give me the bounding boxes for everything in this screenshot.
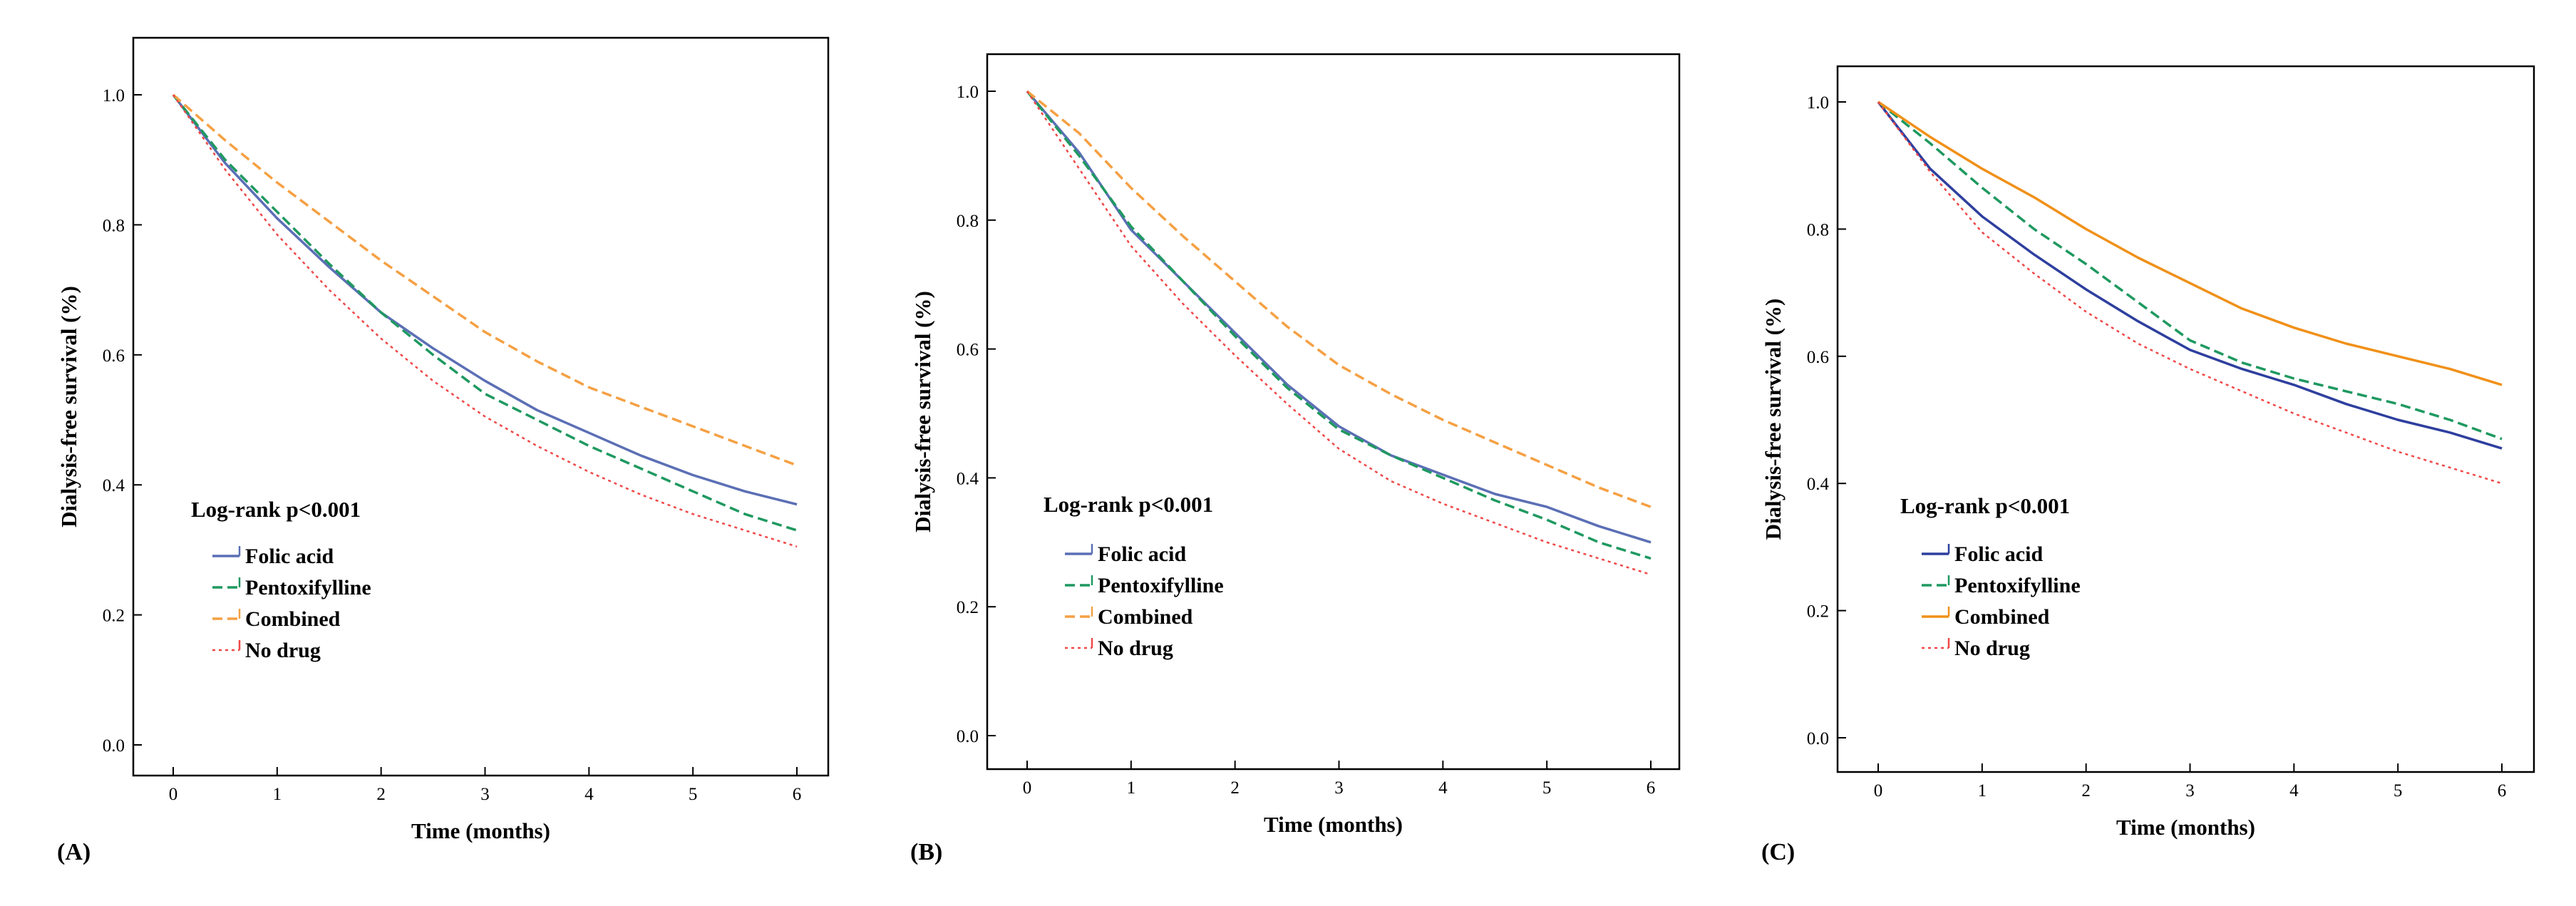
x-tick-label: 5 — [1542, 778, 1552, 798]
legend-label: No drug — [1098, 637, 1173, 660]
y-tick-label: 0.2 — [103, 607, 125, 626]
y-tick-label: 0.8 — [957, 212, 979, 231]
y-tick-label: 0.4 — [1807, 475, 1830, 494]
legend-label: No drug — [245, 639, 321, 662]
y-tick-label: 0.2 — [957, 598, 979, 617]
x-tick-label: 2 — [376, 785, 386, 804]
panel-label: (B) — [910, 839, 942, 865]
y-tick-label: 0.8 — [103, 216, 125, 235]
x-tick-label: 3 — [480, 785, 490, 804]
series-line-pentoxifylline — [1877, 101, 2503, 441]
y-tick-label: 0.6 — [957, 341, 979, 360]
log-rank-annotation: Log-rank p<0.001 — [1900, 493, 2070, 518]
x-tick-label: 3 — [1334, 778, 1344, 798]
y-tick-label: 0.2 — [1807, 602, 1829, 622]
y-tick-label: 1.0 — [957, 83, 979, 102]
log-rank-annotation: Log-rank p<0.001 — [1044, 492, 1213, 517]
legend-label: Pentoxifylline — [1098, 574, 1224, 597]
plot-frame — [986, 53, 1681, 771]
series-line-pentoxifylline — [172, 93, 798, 532]
x-axis-title: Time (months) — [2116, 815, 2255, 840]
series-line-combined — [1026, 90, 1652, 508]
y-tick-label: 0.4 — [957, 469, 979, 488]
x-tick-label: 0 — [1874, 781, 1883, 801]
legend-label: Folic acid — [1098, 542, 1186, 566]
x-tick-label: 4 — [1438, 778, 1448, 798]
legend-label: No drug — [1954, 637, 2030, 660]
x-tick-label: 1 — [273, 785, 282, 804]
log-rank-annotation: Log-rank p<0.001 — [191, 497, 361, 522]
series-line-folic-acid — [1026, 90, 1652, 544]
x-tick-label: 4 — [2289, 781, 2299, 801]
series-line-combined — [172, 93, 798, 467]
y-tick-label: 0.6 — [1807, 348, 1829, 367]
legend-label: Pentoxifylline — [1954, 574, 2081, 597]
y-axis-title: Dialysis-free survival (%) — [56, 286, 81, 527]
x-tick-label: 5 — [689, 785, 698, 804]
series-line-no-drug — [1877, 101, 2503, 485]
panel-label: (A) — [57, 839, 91, 865]
panel-a: 0 1 2 3 4 5 6 0.0 0.2 0.4 0.6 0.8 1.0 Time (months) Di… — [56, 36, 830, 865]
legend-label: Combined — [245, 607, 341, 631]
legend-label: Folic acid — [1954, 542, 2043, 566]
x-tick-label: 1 — [1127, 778, 1136, 798]
y-tick-label: 0.6 — [103, 346, 125, 366]
legend-label: Combined — [1954, 605, 2050, 629]
series-line-pentoxifylline — [1026, 90, 1652, 560]
legend-label: Pentoxifylline — [245, 576, 371, 599]
y-axis-title: Dialysis-free survival (%) — [1761, 299, 1786, 540]
x-tick-label: 2 — [2081, 781, 2091, 801]
y-axis-title: Dialysis-free survival (%) — [910, 291, 935, 532]
series-line-folic-acid — [1877, 101, 2503, 450]
x-tick-label: 6 — [793, 785, 802, 804]
x-tick-label: 3 — [2185, 781, 2195, 801]
plot-frame — [132, 36, 830, 777]
y-tick-label: 1.0 — [103, 86, 125, 105]
x-tick-label: 6 — [1647, 778, 1656, 798]
y-tick-label: 0.0 — [1807, 729, 1829, 748]
y-tick-label: 0.8 — [1807, 220, 1829, 240]
panel-label: (C) — [1761, 839, 1795, 865]
series-line-no-drug — [172, 94, 798, 547]
x-tick-label: 0 — [169, 785, 178, 804]
x-tick-label: 0 — [1023, 778, 1032, 798]
x-tick-label: 5 — [2394, 781, 2403, 801]
series-line-combined — [1877, 101, 2503, 386]
x-tick-label: 6 — [2498, 781, 2507, 801]
y-tick-label: 1.0 — [1807, 93, 1829, 113]
y-tick-label: 0.0 — [103, 736, 125, 756]
y-tick-label: 0.0 — [957, 727, 979, 746]
panel-b: 0 1 2 3 4 5 6 0.0 0.2 0.4 0.6 0.8 1.0 Time (months) Di… — [910, 53, 1681, 865]
x-axis-title: Time (months) — [411, 818, 550, 843]
y-tick-label: 0.4 — [103, 476, 125, 495]
x-tick-label: 2 — [1230, 778, 1240, 798]
plot-frame — [1836, 65, 2535, 773]
series-line-folic-acid — [172, 93, 798, 506]
panel-c: 0 1 2 3 4 5 6 0.0 0.2 0.4 0.6 0.8 1.0 Time (months) Di… — [1761, 65, 2535, 865]
legend-label: Combined — [1098, 605, 1193, 629]
x-tick-label: 1 — [1978, 781, 1987, 801]
legend-label: Folic acid — [245, 545, 334, 568]
series-line-no-drug — [1026, 91, 1652, 576]
x-axis-title: Time (months) — [1264, 812, 1403, 837]
x-tick-label: 4 — [584, 785, 594, 804]
